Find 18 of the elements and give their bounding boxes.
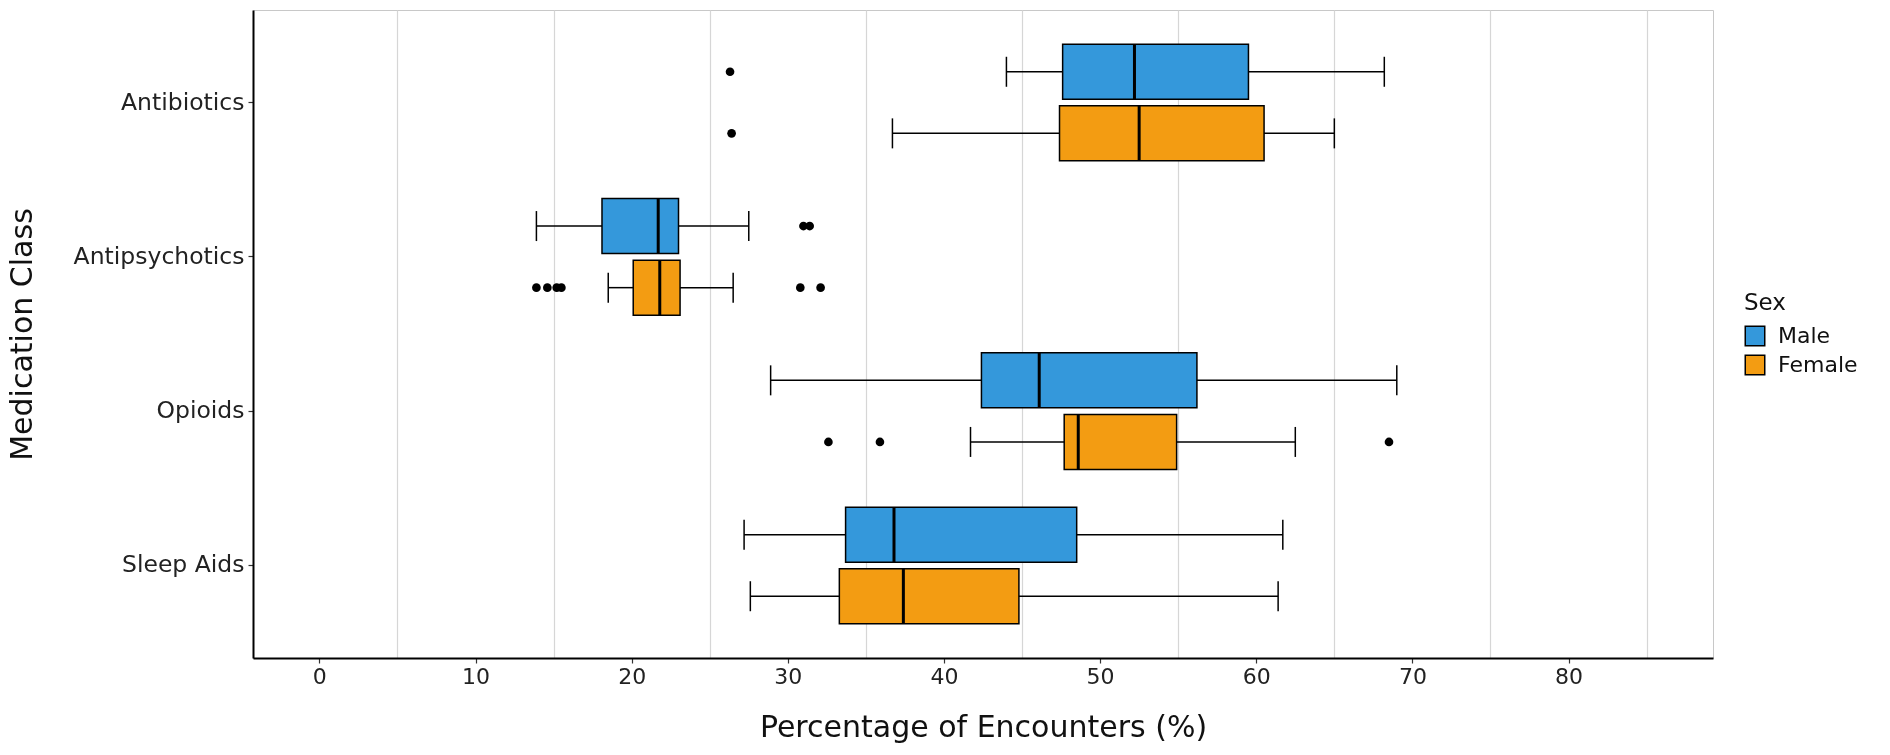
x-axis-title: Percentage of Encounters (%) <box>759 708 1208 744</box>
legend-title: Sex <box>1744 289 1786 315</box>
x-tick-label: 0 <box>312 663 327 689</box>
x-tick-label: 70 <box>1398 663 1427 689</box>
x-tick-label: 20 <box>618 663 647 689</box>
legend-label: Female <box>1778 352 1858 377</box>
x-tick-label: 10 <box>462 663 491 689</box>
y-tick-label: Antipsychotics <box>73 241 245 270</box>
x-tick-label: 30 <box>774 663 803 689</box>
y-tick-label: Sleep Aids <box>121 550 245 579</box>
y-tick-label: Antibiotics <box>121 87 245 116</box>
x-tick-label: 50 <box>1086 663 1115 689</box>
y-tick-label: Opioids <box>156 396 245 425</box>
y-axis-title: Medication Class <box>3 208 39 461</box>
x-tick-label: 60 <box>1242 663 1271 689</box>
x-tick-label: 80 <box>1555 663 1584 689</box>
legend-label: Male <box>1778 323 1831 348</box>
x-tick-label: 40 <box>930 663 959 689</box>
